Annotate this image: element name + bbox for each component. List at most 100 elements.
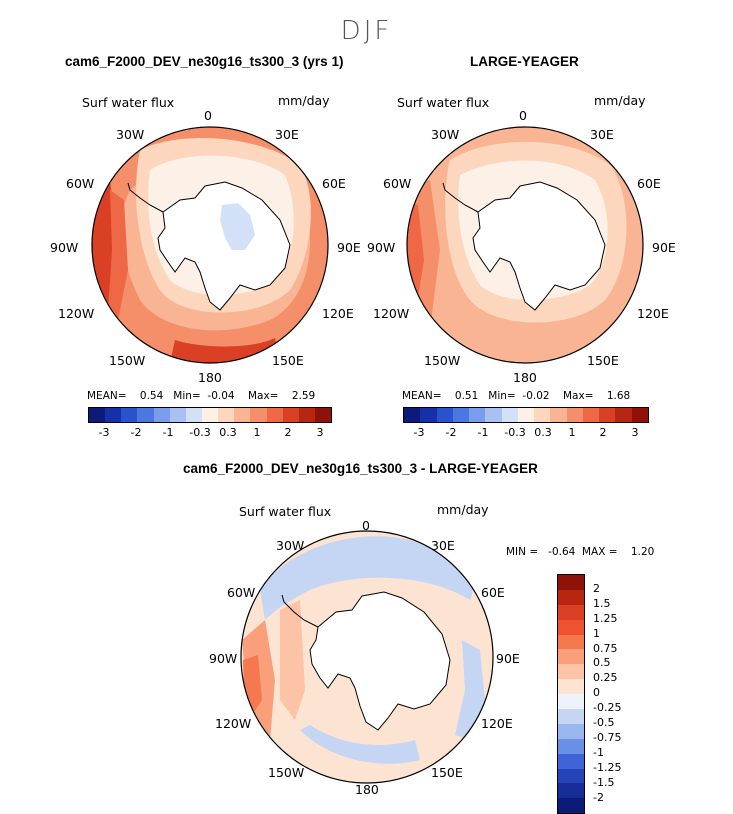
panel-2-min-label: Min= — [488, 390, 516, 402]
panel-1-lon-150e: 150E — [272, 353, 304, 368]
panel-3-colorbar-label: -2 — [593, 790, 604, 804]
panel-2-colorbar-swatch — [631, 408, 648, 422]
panel-3-colorbar-swatch — [558, 798, 584, 814]
panel-2-colorbar-ticks: -3 -2 -1 -0.3 0.3 1 2 3 — [403, 426, 649, 440]
panel-2-colorbar-swatch — [582, 408, 600, 422]
panel-3-antarctica — [309, 591, 451, 731]
panel-3-colorbar-label: -0.75 — [593, 730, 622, 744]
panel-3-lon-60w: 60W — [227, 585, 256, 600]
season-title: DJF — [340, 16, 393, 46]
panel-2-min: -0.02 — [522, 390, 550, 402]
panel-3-colorbar-swatch — [558, 679, 584, 695]
panel-3-lon-120e: 120E — [481, 716, 513, 731]
panel-2-colorbar-swatch — [469, 408, 486, 422]
panel-1-tick: 0.3 — [219, 426, 237, 439]
panel-3-colorbar-swatch — [558, 709, 584, 724]
panel-2-variable: Surf water flux — [397, 95, 490, 110]
panel-2-colorbar-swatch — [517, 408, 535, 422]
panel-1-tick: -2 — [130, 426, 142, 439]
panel-1-colorbar-swatch — [250, 408, 267, 422]
panel-3-colorbar-label: 2 — [593, 581, 600, 595]
panel-3-colorbar-swatch — [558, 783, 584, 799]
panel-1-colorbar-ticks: -3 -2 -1 -0.3 0.3 1 2 3 — [88, 426, 332, 440]
panel-1-colorbar-swatch — [185, 408, 202, 422]
panel-2-max-label: Max= — [562, 390, 594, 402]
panel-3-lon-60e: 60E — [481, 585, 505, 600]
panel-1-lon-90e: 90E — [337, 240, 361, 255]
panel-1-min-label: Min= — [173, 390, 201, 402]
panel-2-lon-150w: 150W — [424, 353, 461, 368]
panel-1-mean-label: MEAN= — [87, 390, 127, 402]
panel-2-colorbar-swatch — [550, 408, 567, 422]
panel-2-lon-0: 0 — [519, 108, 527, 123]
panel-1-tick: 1 — [253, 426, 261, 439]
panel-3-colorbar-swatch — [558, 589, 584, 605]
panel-1-lon-150w: 150W — [109, 353, 146, 368]
panel-3-lon-150e: 150E — [431, 765, 463, 780]
panel-2-colorbar-swatch — [566, 408, 583, 422]
panel-2-tick: -0.3 — [504, 426, 526, 439]
panel-2-tick: 0.3 — [534, 426, 552, 439]
panel-2-antarctica — [472, 181, 606, 311]
panel-1-tick: 3 — [316, 426, 324, 439]
panel-3-lon-180: 180 — [355, 782, 379, 797]
panel-1-max-label: Max= — [247, 390, 279, 402]
panel-3-peninsula — [281, 594, 319, 628]
panel-2-lon-60e: 60E — [637, 176, 661, 191]
panel-3-colorbar-label: -1 — [593, 745, 604, 759]
panel-2-lon-60w: 60W — [383, 176, 412, 191]
panel-2-lon-30e: 30E — [590, 127, 614, 142]
panel-3-colorbar-swatch — [558, 664, 584, 680]
panel-3-lon-90e: 90E — [496, 651, 520, 666]
panel-2-max: 1.68 — [606, 390, 631, 402]
panel-1-colorbar-swatch — [266, 408, 283, 422]
panel-3-colorbar-labels: 2 1.5 1.25 1 0.75 0.5 0.25 0 -0.25 -0.5 -0.75 -1 -1.… — [593, 574, 653, 804]
panel-2-lon-90e: 90E — [652, 240, 676, 255]
panel-3-colorbar-label: 0.25 — [593, 671, 618, 685]
panel-1-title: cam6_F2000_DEV_ne30g16_ts300_3 (yrs 1) — [65, 54, 344, 69]
panel-1-tick: 2 — [284, 426, 292, 439]
panel-2-colorbar-swatch — [599, 408, 616, 422]
panel-3-field-neg-south — [300, 725, 420, 764]
panel-1-tick: -0.3 — [189, 426, 211, 439]
panel-3-field-pos-mid — [280, 600, 305, 720]
panel-3-lon-0: 0 — [362, 518, 370, 533]
panel-3-colorbar-swatch — [558, 723, 584, 739]
panel-3-colorbar-label: -1.5 — [593, 775, 615, 789]
panel-1-lon-0: 0 — [204, 108, 212, 123]
panel-1-stats: MEAN= 0.54 Min= -0.04 Max= 2.59 — [87, 390, 315, 402]
panel-1-colorbar-swatch — [218, 408, 235, 422]
panel-3-colorbar-swatch — [558, 649, 584, 665]
panel-2-mean: 0.51 — [454, 390, 479, 402]
panel-1-lon-90w: 90W — [50, 240, 79, 255]
panel-1-variable: Surf water flux — [82, 95, 175, 110]
panel-3-colorbar-swatch — [558, 619, 584, 635]
panel-2-colorbar — [403, 407, 649, 423]
panel-3-colorbar — [557, 574, 585, 814]
panel-1-lon-180: 180 — [198, 370, 222, 385]
panel-2-lon-150e: 150E — [587, 353, 619, 368]
panel-1-colorbar-swatch — [201, 408, 219, 422]
panel-1-max: 2.59 — [291, 390, 316, 402]
panel-3-colorbar-label: 0.75 — [593, 641, 618, 655]
panel-3-colorbar-swatch — [558, 694, 584, 710]
panel-2-tick: -3 — [413, 426, 425, 439]
panel-3-minmax: MIN = -0.64 MAX = 1.20 — [506, 546, 655, 558]
panel-1-colorbar-swatch — [169, 408, 186, 422]
panel-1-colorbar-swatch — [298, 408, 315, 422]
panel-2-tick: 3 — [631, 426, 639, 439]
panel-1-lon-60e: 60E — [322, 176, 346, 191]
panel-2-colorbar-swatch — [452, 408, 470, 422]
panel-1-lon-120w: 120W — [58, 306, 95, 321]
panel-2-colorbar-swatch — [436, 408, 453, 422]
panel-1-colorbar-swatch — [282, 408, 299, 422]
panel-1-peninsula — [127, 182, 164, 213]
panel-2-lon-120e: 120E — [637, 306, 669, 321]
panel-1-colorbar-swatch — [137, 408, 154, 422]
panel-3-colorbar-label: -0.25 — [593, 701, 622, 715]
panel-3-lon-150w: 150W — [268, 765, 305, 780]
panel-1-units: mm/day — [278, 93, 330, 108]
